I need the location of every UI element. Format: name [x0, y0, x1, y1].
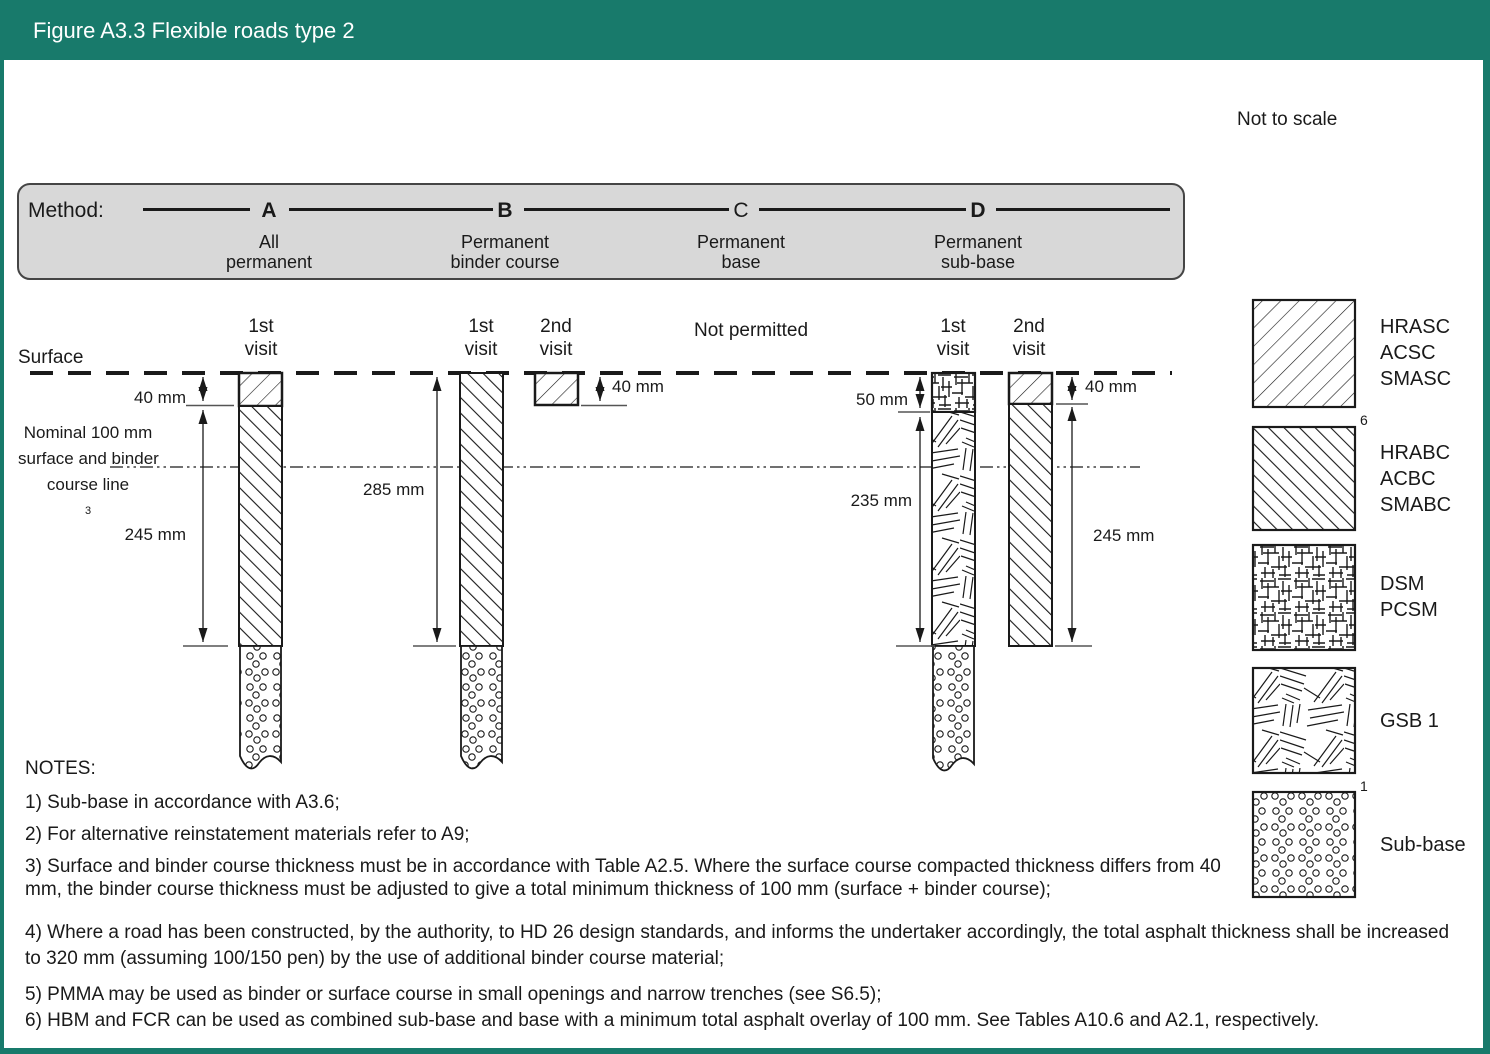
note-6: 6) HBM and FCR can be used as combined s…: [25, 1010, 1320, 1031]
column-a: [237, 371, 284, 770]
legend-swatches: [1251, 298, 1357, 899]
legend-label-hrabc: HRABC ACBC SMABC: [1380, 442, 1452, 516]
method-desc-a: All permanent: [225, 232, 313, 272]
not-to-scale-note: Not to scale: [1237, 109, 1338, 130]
method-rule: [759, 208, 966, 211]
method-desc-b: Permanent binder course: [450, 232, 560, 272]
legend-label-hrasc: HRASC ACSC SMASC: [1380, 316, 1452, 390]
visit-header-d2: 2nd visit: [1012, 316, 1046, 360]
dim-d2-binder: 245 mm: [1093, 526, 1155, 545]
dim-b2-surface: 40 mm: [612, 377, 664, 396]
visit-header-b2: 2nd visit: [539, 316, 573, 360]
visit-header-a1: 1st visit: [244, 316, 278, 360]
method-desc-c: Permanent base: [696, 232, 786, 272]
method-box: [17, 183, 1185, 280]
dim-d-gsb: 235 mm: [850, 491, 912, 510]
legend-swatch-dsm: [1251, 543, 1357, 652]
dim-a-binder: 245 mm: [124, 525, 186, 544]
visit-header-d1: 1st visit: [936, 316, 970, 360]
method-letter-d: D: [970, 199, 986, 222]
legend-swatch-hrasc: [1251, 298, 1357, 409]
method-letter-b: B: [497, 199, 513, 222]
note-3: 3) Surface and binder course thickness m…: [25, 856, 1221, 900]
method-letter-a: A: [261, 199, 277, 222]
method-rule: [996, 208, 1170, 211]
legend-swatch-gsb1: [1251, 666, 1357, 775]
method-letter-c: C: [733, 199, 749, 222]
nominal-line-label: Nominal 100 mm surface and binder course…: [18, 423, 159, 517]
figure-title-bar: [0, 0, 1490, 60]
method-rule: [143, 208, 250, 211]
column-d1: [930, 371, 977, 772]
border-left: [0, 0, 4, 1054]
note-1: 1) Sub-base in accordance with A3.6;: [25, 792, 340, 813]
method-rule: [524, 208, 729, 211]
dim-a-surface: 40 mm: [134, 388, 186, 407]
not-permitted-label: Not permitted: [693, 320, 809, 341]
dim-b-total: 285 mm: [363, 480, 425, 499]
method-rule: [289, 208, 493, 211]
legend-swatch-subbase: [1251, 790, 1357, 899]
legend-label-gsb1: GSB 1: [1380, 710, 1439, 732]
note-2: 2) For alternative reinstatement materia…: [25, 824, 470, 845]
method-label: Method:: [28, 199, 104, 222]
column-d2: [1007, 371, 1054, 647]
legend-superscript-6: 6: [1360, 412, 1368, 428]
visit-header-b1: 1st visit: [464, 316, 498, 360]
dim-d-dsm: 50 mm: [856, 390, 908, 409]
border-right: [1483, 0, 1490, 1054]
dim-d2-surface: 40 mm: [1085, 377, 1137, 396]
surface-label: Surface: [18, 347, 84, 368]
note-5: 5) PMMA may be used as binder or surface…: [25, 984, 882, 1005]
legend-label-dsm: DSM PCSM: [1380, 573, 1438, 621]
dimension-lines: [198, 377, 1077, 642]
method-desc-d: Permanent sub-base: [933, 232, 1023, 272]
notes-heading: NOTES:: [25, 758, 96, 779]
figure-title: Figure A3.3 Flexible roads type 2: [33, 18, 355, 43]
border-bottom: [0, 1048, 1490, 1054]
dimension-ticks: [183, 403, 1092, 647]
note-4: 4) Where a road has been constructed, by…: [25, 922, 1450, 969]
legend-label-subbase: Sub-base: [1380, 834, 1466, 856]
legend-superscript-1: 1: [1360, 778, 1368, 794]
legend-swatch-hrabc: [1251, 425, 1357, 532]
column-b1: [459, 372, 504, 770]
column-b2: [533, 371, 580, 407]
